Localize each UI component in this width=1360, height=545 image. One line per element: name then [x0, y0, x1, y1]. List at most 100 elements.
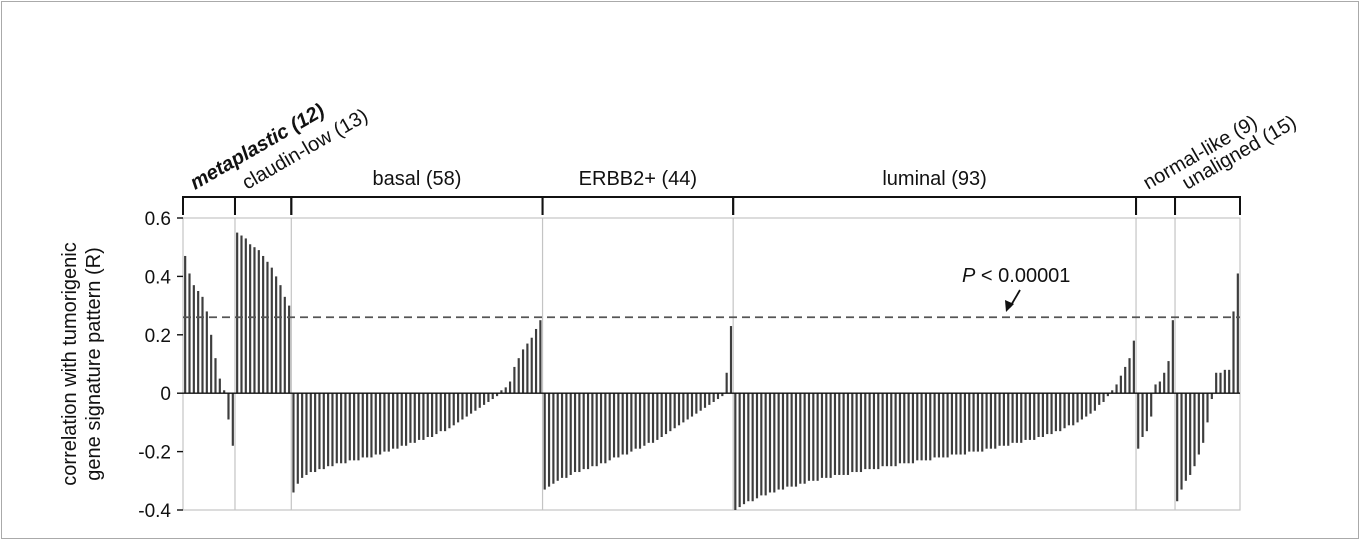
bar	[872, 393, 876, 470]
bar	[820, 393, 824, 478]
bar	[829, 393, 832, 478]
bar	[457, 393, 460, 423]
bar	[651, 393, 655, 443]
bar	[1041, 393, 1044, 437]
bar	[283, 296, 286, 394]
bar	[1163, 372, 1166, 394]
bar	[716, 393, 720, 400]
bar	[1080, 393, 1083, 420]
bar	[699, 393, 702, 411]
bar	[374, 393, 377, 455]
y-tick-label: -0.2	[138, 443, 171, 464]
bar	[409, 393, 412, 443]
bar	[794, 393, 798, 487]
bar	[803, 393, 806, 484]
bar	[599, 393, 603, 464]
bar	[929, 393, 932, 461]
bar	[768, 393, 772, 493]
bar	[838, 393, 841, 475]
bar	[370, 393, 373, 458]
bar	[1154, 384, 1157, 394]
bar	[1106, 393, 1109, 397]
bar	[690, 393, 694, 417]
bar	[474, 393, 477, 411]
bar	[223, 390, 226, 394]
bar	[833, 393, 837, 475]
bar	[855, 393, 858, 473]
bar	[760, 393, 763, 496]
bar	[487, 393, 490, 402]
bar	[236, 232, 239, 394]
bar	[465, 393, 468, 417]
bar	[1115, 384, 1118, 394]
bar	[435, 393, 438, 435]
y-tick-label: 0.6	[145, 209, 171, 230]
bar	[318, 393, 321, 470]
bar	[249, 244, 252, 394]
plot-area	[182, 217, 1241, 511]
bar	[552, 393, 555, 484]
bar	[738, 393, 741, 508]
bar	[989, 393, 992, 449]
group-labels: metaplastic (12)claudin-low (13) basal (5…	[182, 100, 1300, 215]
bar	[1050, 393, 1053, 435]
bar	[595, 393, 598, 467]
bar	[1197, 393, 1200, 455]
bar	[868, 393, 871, 470]
bar	[729, 326, 733, 394]
group-label: luminal (93)	[882, 168, 986, 190]
bar	[1085, 393, 1088, 417]
bar	[890, 393, 893, 467]
bar	[530, 337, 533, 394]
bar	[747, 393, 750, 502]
bar	[309, 393, 312, 473]
bar	[383, 393, 386, 452]
bar	[218, 378, 221, 394]
bar	[1167, 361, 1170, 394]
bar	[439, 393, 442, 432]
bar	[556, 393, 559, 481]
bar	[539, 320, 542, 394]
bar	[638, 393, 642, 449]
bar	[647, 393, 650, 443]
bar	[721, 393, 724, 397]
bar	[864, 393, 867, 470]
bar	[244, 238, 247, 394]
bar	[448, 393, 451, 429]
bar	[578, 393, 581, 473]
bar	[664, 393, 668, 435]
bar	[560, 393, 564, 478]
bar	[444, 393, 447, 432]
bar	[1128, 358, 1131, 394]
bar	[227, 393, 230, 420]
bar	[253, 247, 256, 394]
bar	[348, 393, 351, 461]
threshold-arrowhead	[1005, 300, 1014, 312]
bar	[1111, 390, 1114, 394]
bar	[751, 393, 754, 502]
bar	[508, 381, 512, 394]
bar	[1098, 393, 1101, 405]
y-axis-label-line2: gene signature pattern (R)	[83, 247, 105, 480]
bar	[1180, 393, 1183, 490]
bar	[1215, 372, 1218, 394]
bar	[431, 393, 434, 437]
bar	[1063, 393, 1066, 429]
bar	[296, 393, 299, 484]
y-axis-label: correlation with tumorigenic gene signatu…	[59, 242, 105, 485]
bar	[461, 393, 464, 420]
bar	[1150, 393, 1153, 417]
bar	[881, 393, 884, 467]
bar	[773, 393, 776, 493]
bar	[963, 393, 967, 455]
bar	[357, 393, 360, 461]
bar	[1072, 393, 1075, 426]
bar	[608, 393, 611, 461]
bar	[859, 393, 863, 473]
group-label: basal (58)	[372, 168, 461, 190]
bar	[1054, 393, 1057, 432]
bar	[1015, 393, 1018, 443]
bar	[656, 393, 659, 440]
bar	[885, 393, 889, 467]
threshold-label: P < 0.00001	[962, 265, 1070, 287]
